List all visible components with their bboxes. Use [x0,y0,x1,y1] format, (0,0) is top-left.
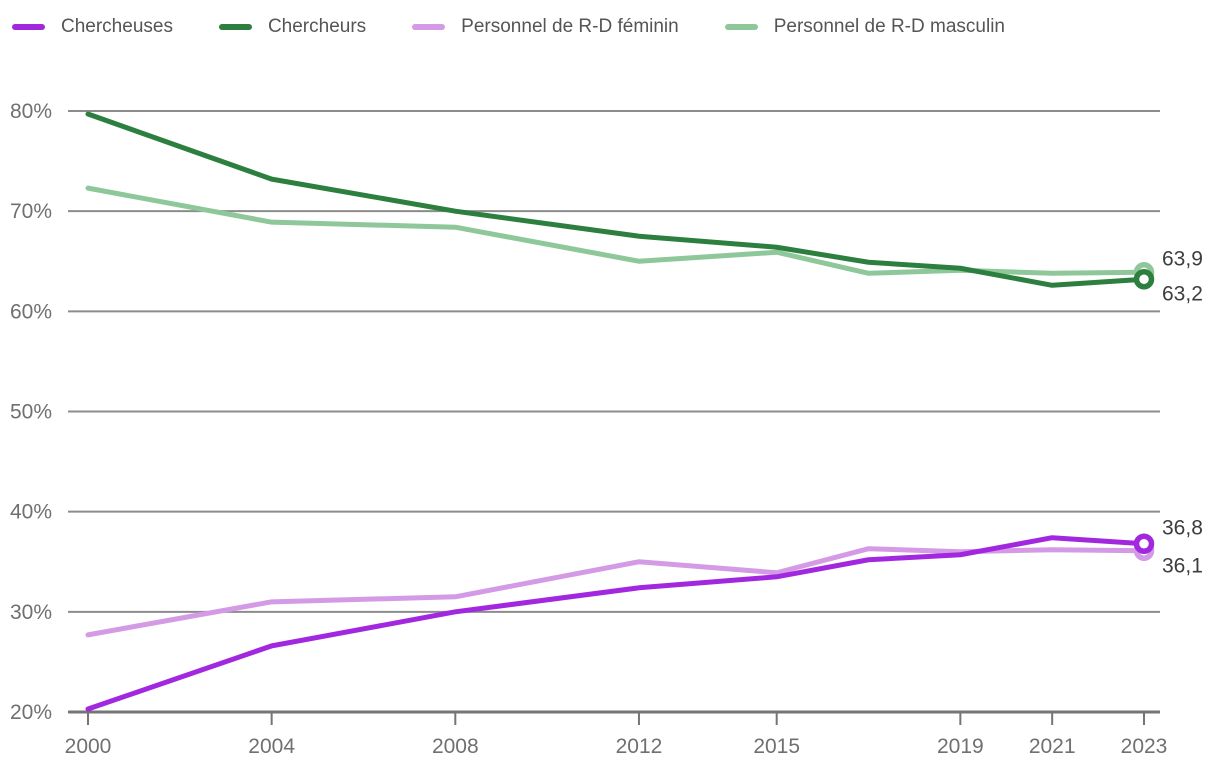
legend-label: Chercheurs [267,16,367,37]
x-axis-tick-label: 2004 [248,735,295,758]
legend-swatch-personnel-feminin [412,24,446,30]
legend-swatch-chercheurs [218,24,252,30]
y-axis-tick-label: 20% [10,701,52,724]
series-line-personnel-de-r-d-f-minin [85,546,1147,638]
x-axis-tick-label: 2012 [616,735,663,758]
x-axis-tick-label: 2008 [432,735,479,758]
series-line-chercheurs [85,111,1147,288]
y-axis-tick-label: 60% [10,300,52,323]
end-value-label-chercheuses: 36,8 [1162,517,1203,540]
end-value-label-chercheurs: 63,2 [1162,282,1203,305]
x-axis-tick-label: 2023 [1121,735,1168,758]
legend-swatch-chercheuses [12,24,45,30]
chart-legend: Chercheuses Chercheurs Personnel de R-D … [12,16,1220,38]
legend-label: Personnel de R-D féminin [461,16,679,37]
legend-item-chercheurs[interactable]: Chercheurs [218,16,367,38]
x-axis-tick-label: 2015 [753,735,800,758]
end-marker-chercheurs [1133,269,1155,290]
legend-label: Chercheuses [61,16,173,37]
series-line-chercheuses [85,535,1147,712]
x-axis-tick-label: 2000 [65,735,112,758]
legend-item-personnel-feminin[interactable]: Personnel de R-D féminin [412,16,679,38]
end-marker-chercheuses [1133,533,1155,554]
y-axis-tick-label: 40% [10,501,52,524]
x-axis-tick-label: 2021 [1029,735,1076,758]
y-axis-tick-label: 80% [10,100,52,123]
end-value-label-personnel-de-r-d-f-minin: 36,1 [1162,555,1203,578]
y-axis-tick-label: 70% [10,200,52,223]
legend-item-personnel-masculin[interactable]: Personnel de R-D masculin [724,16,1005,38]
end-value-label-personnel-de-r-d-masculin: 63,9 [1162,247,1203,270]
series-line-personnel-de-r-d-masculin [85,185,1147,276]
legend-label: Personnel de R-D masculin [773,16,1005,37]
y-axis-tick-label: 30% [10,601,52,624]
y-axis-tick-label: 50% [10,401,52,424]
legend-swatch-personnel-masculin [724,24,758,30]
x-axis-tick-label: 2019 [937,735,984,758]
legend-item-chercheuses[interactable]: Chercheuses [12,16,173,38]
